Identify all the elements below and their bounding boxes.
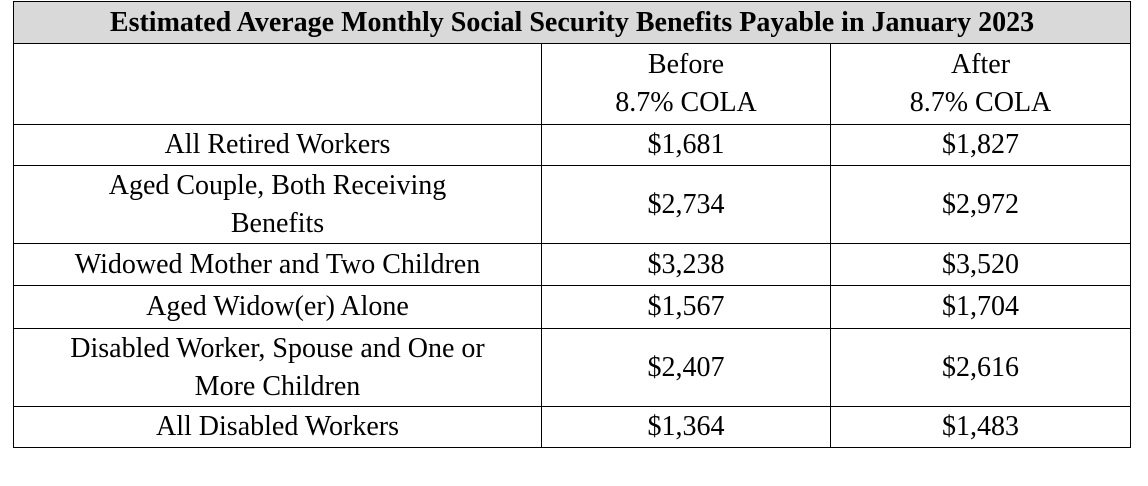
header-after-line2: 8.7% COLA bbox=[909, 87, 1052, 118]
after-value: $3,520 bbox=[830, 243, 1131, 286]
row-label-line: Aged Widow(er) Alone bbox=[146, 291, 409, 322]
before-value: $1,364 bbox=[541, 406, 831, 448]
table-row: Aged Widow(er) Alone $1,567 $1,704 bbox=[13, 285, 1131, 329]
header-after-cola: After 8.7% COLA bbox=[830, 43, 1131, 125]
title-row: Estimated Average Monthly Social Securit… bbox=[13, 1, 1131, 44]
header-before-line1: Before bbox=[647, 49, 725, 80]
table-row: Widowed Mother and Two Children $3,238 $… bbox=[13, 243, 1131, 286]
header-before-line2: 8.7% COLA bbox=[615, 87, 757, 118]
row-label-line: Aged Couple, Both Receiving bbox=[108, 169, 447, 201]
table-row: Disabled Worker, Spouse and One or More … bbox=[13, 328, 1131, 407]
row-label-line: Benefits bbox=[230, 207, 325, 239]
header-after-line1: After bbox=[950, 49, 1011, 80]
table-row: All Disabled Workers $1,364 $1,483 bbox=[13, 406, 1131, 448]
row-label-line: All Retired Workers bbox=[164, 129, 391, 160]
before-value: $1,681 bbox=[541, 124, 831, 166]
header-row: Before 8.7% COLA After 8.7% COLA bbox=[13, 43, 1131, 125]
row-label-line: Widowed Mother and Two Children bbox=[74, 248, 481, 280]
header-blank-cell bbox=[13, 43, 542, 125]
row-label-line: All Disabled Workers bbox=[156, 411, 399, 442]
after-value: $2,616 bbox=[830, 328, 1131, 407]
row-label: Disabled Worker, Spouse and One or More … bbox=[13, 328, 542, 407]
before-value: $2,407 bbox=[541, 328, 831, 407]
after-value: $1,704 bbox=[830, 285, 1131, 329]
row-label: Aged Couple, Both Receiving Benefits bbox=[13, 165, 542, 244]
before-value: $3,238 bbox=[541, 243, 831, 286]
after-value: $2,972 bbox=[830, 165, 1131, 244]
benefits-table: Estimated Average Monthly Social Securit… bbox=[13, 1, 1131, 448]
row-label-line: Disabled Worker, Spouse and One or bbox=[70, 332, 485, 364]
benefits-table-container: Estimated Average Monthly Social Securit… bbox=[13, 1, 1131, 448]
table-title: Estimated Average Monthly Social Securit… bbox=[13, 1, 1131, 44]
table-row: Aged Couple, Both Receiving Benefits $2,… bbox=[13, 165, 1131, 244]
after-value: $1,483 bbox=[830, 406, 1131, 448]
header-before-cola: Before 8.7% COLA bbox=[541, 43, 831, 125]
row-label-line: More Children bbox=[194, 370, 361, 402]
table-row: All Retired Workers $1,681 $1,827 bbox=[13, 124, 1131, 166]
row-label: All Retired Workers bbox=[13, 124, 542, 166]
before-value: $2,734 bbox=[541, 165, 831, 244]
row-label: Widowed Mother and Two Children bbox=[13, 243, 542, 286]
after-value: $1,827 bbox=[830, 124, 1131, 166]
row-label: Aged Widow(er) Alone bbox=[13, 285, 542, 329]
row-label: All Disabled Workers bbox=[13, 406, 542, 448]
before-value: $1,567 bbox=[541, 285, 831, 329]
